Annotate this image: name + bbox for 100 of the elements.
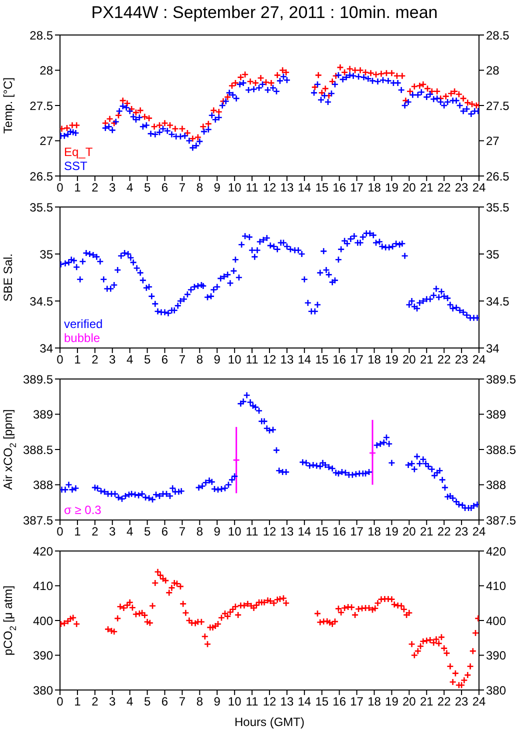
y-tick-label: 35.5 — [30, 200, 54, 214]
y-tick-label: 34.5 — [30, 294, 54, 308]
y2-tick-label: 380 — [486, 683, 506, 698]
x-tick-label: 19 — [385, 180, 399, 195]
x-tick-label: 12 — [262, 180, 276, 195]
x-tick-label: 17 — [350, 180, 364, 195]
x-tick-label: 8 — [196, 524, 204, 539]
y2-tick-label: 390 — [486, 648, 506, 663]
x-tick-label: 11 — [246, 180, 259, 195]
x-tick-label: 14 — [298, 694, 312, 709]
y2-tick-label: 387.5 — [486, 513, 516, 528]
x-tick-label: 22 — [437, 694, 452, 709]
x-tick-label: 3 — [109, 524, 116, 539]
x-tick-label: 1 — [74, 352, 82, 367]
x-tick-label: 10 — [228, 180, 242, 195]
x-tick-label: 8 — [196, 180, 204, 195]
x-tick-label: 22 — [437, 524, 452, 539]
y-tick-label: 28.5 — [30, 28, 54, 42]
x-tick-label: 7 — [178, 352, 186, 367]
y-tick-label: 387.5 — [22, 513, 54, 528]
y2-tick-label: 27 — [486, 134, 500, 148]
x-tick-label: 24 — [472, 694, 486, 709]
x-tick-label: 3 — [109, 352, 116, 367]
x-tick-label: 6 — [161, 694, 168, 709]
x-tick-label: 23 — [454, 524, 469, 539]
x-tick-label: 2 — [92, 524, 99, 539]
x-tick-label: 15 — [315, 352, 329, 367]
y2-tick-label: 35 — [486, 247, 500, 262]
x-tick-label: 21 — [420, 352, 434, 367]
x-tick-label: 11 — [246, 352, 259, 367]
y-tick-label: 390 — [32, 648, 54, 663]
text: verified — [64, 317, 103, 331]
x-tick-label: 23 — [454, 694, 469, 709]
x-tick-label: 21 — [420, 694, 434, 709]
x-tick-label: 4 — [126, 352, 134, 367]
x-tick-label: 2 — [92, 694, 99, 709]
x-tick-label: 0 — [56, 694, 64, 709]
x-tick-label: 14 — [298, 180, 312, 195]
y2-tick-label: 28.5 — [486, 28, 510, 42]
x-tick-label: 19 — [385, 352, 399, 367]
x-tick-label: 15 — [315, 524, 329, 539]
y2-tick-label: 28 — [486, 64, 500, 78]
x-tick-label: 16 — [332, 352, 346, 367]
y2-tick-label: 420 — [486, 544, 506, 558]
x-tick-label: 11 — [246, 694, 259, 709]
x-tick-label: 19 — [385, 524, 399, 539]
x-tick-label: 1 — [74, 694, 82, 709]
y-tick-label: 389 — [32, 408, 54, 422]
y2-tick-label: 389.5 — [486, 372, 516, 386]
x-tick-label: 17 — [350, 352, 364, 367]
x-tick-label: 4 — [126, 524, 134, 539]
x-tick-label: 22 — [437, 352, 452, 367]
y2-tick-label: 34.5 — [486, 294, 510, 308]
x-tick-label: 9 — [214, 352, 221, 367]
x-tick-label: 5 — [144, 524, 151, 539]
y2-tick-label: 400 — [486, 614, 506, 628]
y2-tick-label: 34 — [486, 341, 500, 356]
x-tick-label: 1 — [74, 524, 82, 539]
x-tick-label: 20 — [402, 180, 416, 195]
x-tick-label: 11 — [246, 524, 259, 539]
x-tick-label: 1 — [74, 180, 82, 195]
x-tick-label: 7 — [178, 524, 186, 539]
y-tick-label: 27 — [40, 134, 54, 148]
x-tick-label: 14 — [298, 524, 312, 539]
x-tick-label: 18 — [368, 694, 382, 709]
x-tick-label: 22 — [437, 180, 452, 195]
x-tick-label: 6 — [161, 180, 168, 195]
x-tick-label: 8 — [196, 352, 204, 367]
x-tick-label: 17 — [350, 524, 364, 539]
x-tick-label: 24 — [472, 352, 486, 367]
chart-title: PX144W : September 27, 2011 : 10min. mean — [90, 2, 439, 24]
x-tick-label: 14 — [298, 352, 312, 367]
x-tick-label: 4 — [126, 694, 134, 709]
x-tick-label: 5 — [144, 352, 151, 367]
x-tick-label: 18 — [368, 352, 382, 367]
x-tick-label: 5 — [144, 694, 151, 709]
x-tick-label: 20 — [402, 352, 416, 367]
x-tick-label: 12 — [262, 524, 276, 539]
y2-tick-label: 26.5 — [486, 169, 510, 184]
x-tick-label: 8 — [196, 694, 204, 709]
x-tick-label: 7 — [178, 180, 186, 195]
y2-tick-label: 389 — [486, 408, 506, 422]
x-tick-label: 13 — [280, 352, 294, 367]
x-tick-label: 20 — [402, 694, 416, 709]
y2-tick-label: 35.5 — [486, 200, 510, 214]
y-tick-label: 388 — [32, 478, 54, 492]
y-tick-label: 389.5 — [22, 372, 54, 386]
y-tick-label: 380 — [32, 683, 54, 698]
x-tick-label: 5 — [144, 180, 151, 195]
x-tick-label: 7 — [178, 694, 186, 709]
x-axis-title: Hours (GMT) — [234, 715, 304, 729]
x-tick-label: 9 — [214, 694, 221, 709]
x-tick-label: 24 — [472, 180, 486, 195]
x-tick-label: 6 — [161, 352, 168, 367]
text: σ ≥ 0.3 — [64, 503, 102, 517]
x-tick-label: 6 — [161, 524, 168, 539]
x-tick-label: 21 — [420, 180, 434, 195]
y-tick-label: 27.5 — [30, 98, 54, 113]
x-tick-label: 13 — [280, 180, 294, 195]
y-axis-title: Temp. [°C] — [1, 77, 15, 134]
